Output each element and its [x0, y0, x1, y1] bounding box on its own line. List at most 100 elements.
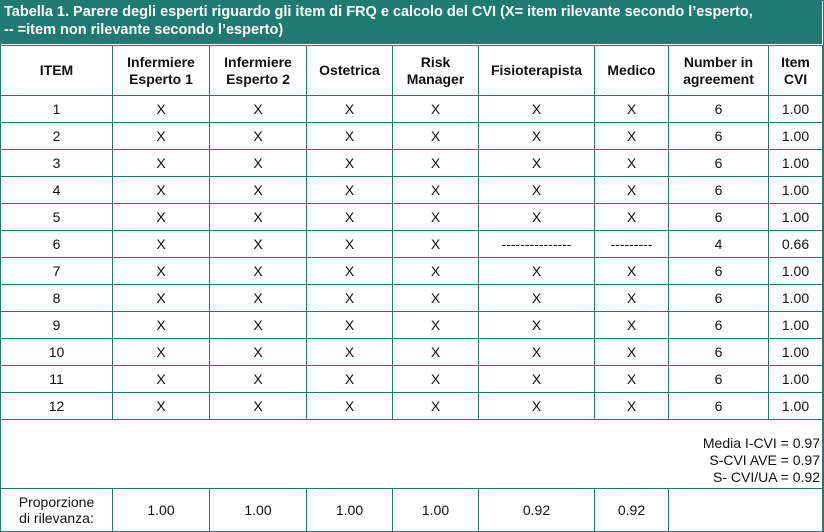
table-cell: 3	[0, 149, 113, 177]
table-row: 7 X X X X X X 6 1.00	[0, 257, 823, 285]
table-cell: 6	[668, 311, 769, 339]
table-cell: X	[392, 392, 479, 420]
table-cell: X	[478, 203, 595, 231]
table-cell: X	[478, 365, 595, 393]
table-cell: 1.00	[768, 284, 823, 312]
table-cell: 12	[0, 392, 113, 420]
table-cell: 1.00	[768, 338, 823, 366]
column-header-line-2: agreement	[683, 70, 754, 87]
table-cell: 1.00	[768, 257, 823, 285]
table-cell: X	[594, 122, 669, 150]
item-rows: 1 X X X X X X 6 1.00 2 X X X X X X 6 1.00 3 X X X X X X 6 1.00 4 X X X…	[0, 95, 823, 420]
table-cell: X	[306, 284, 393, 312]
table-cell: 1.00	[768, 176, 823, 204]
table-row: 11 X X X X X X 6 1.00	[0, 365, 823, 393]
table-cell: 6	[668, 392, 769, 420]
column-header: Infermiere Esperto 2	[209, 45, 307, 96]
table-cell: 1.00	[768, 392, 823, 420]
table-cell: 6	[668, 365, 769, 393]
table-row: 10 X X X X X X 6 1.00	[0, 338, 823, 366]
table-cell: X	[478, 149, 595, 177]
table-cell: X	[306, 176, 393, 204]
table-cell: 9	[0, 311, 113, 339]
table-cell: X	[112, 257, 210, 285]
cvi-table: ITEM Infermiere Esperto 1 Infermiere Esperto…	[0, 45, 823, 532]
table-cell: X	[306, 392, 393, 420]
table-cell: X	[594, 392, 669, 420]
table-cell: X	[392, 257, 479, 285]
table-cell: X	[392, 284, 479, 312]
summary-row: Media I-CVI = 0.97 S-CVI AVE = 0.97 S- C…	[0, 419, 823, 489]
column-header-line-2: CVI	[783, 70, 808, 87]
table-cell: X	[209, 392, 307, 420]
column-header: Medico	[594, 45, 669, 96]
column-header-line-1: Number in	[683, 53, 754, 70]
table-cell: 6	[668, 203, 769, 231]
table-cell: X	[112, 149, 210, 177]
table-cell: 1.00	[768, 203, 823, 231]
table-cell: X	[392, 311, 479, 339]
table-cell: 4	[0, 176, 113, 204]
table-cell: X	[478, 311, 595, 339]
table-cell: X	[478, 392, 595, 420]
column-header-line-1: Infermiere	[127, 53, 195, 70]
table-cell: 6	[668, 284, 769, 312]
table-cell: ---------------	[478, 230, 595, 258]
table-cell: X	[594, 149, 669, 177]
column-header: Number in agreement	[668, 45, 769, 96]
caption-line-1: Tabella 1. Parere degli esperti riguardo…	[4, 4, 753, 20]
table-cell: X	[112, 95, 210, 123]
proportion-value: 1.00	[112, 488, 210, 532]
column-header-line-1: Fisioterapista	[490, 62, 583, 78]
table-cell: X	[306, 95, 393, 123]
table-row: 8 X X X X X X 6 1.00	[0, 284, 823, 312]
column-header-line-1: Ostetrica	[319, 62, 380, 78]
column-header-line-1: Infermiere	[224, 53, 292, 70]
table-cell: X	[209, 149, 307, 177]
table-cell: X	[306, 122, 393, 150]
table-cell: 11	[0, 365, 113, 393]
table-cell: X	[209, 311, 307, 339]
table-row: 1 X X X X X X 6 1.00	[0, 95, 823, 123]
proportion-label-line-2: di rilevanza:	[19, 510, 94, 526]
table-cell: X	[306, 257, 393, 285]
table-cell: 6	[668, 176, 769, 204]
table-cell: X	[594, 95, 669, 123]
table-row: 6 X X X X --------------- --------- 4 0.66	[0, 230, 823, 258]
table-row: 3 X X X X X X 6 1.00	[0, 149, 823, 177]
header-row: ITEM Infermiere Esperto 1 Infermiere Esperto…	[0, 45, 823, 96]
table-cell: X	[478, 284, 595, 312]
table-cell: X	[306, 230, 393, 258]
table-cell: X	[306, 365, 393, 393]
table-cell: 6	[668, 122, 769, 150]
table-row: 9 X X X X X X 6 1.00	[0, 311, 823, 339]
table-cell: X	[112, 176, 210, 204]
table-cell: X	[478, 338, 595, 366]
column-header-line-2: Esperto 2	[226, 70, 290, 87]
table-cell: X	[594, 284, 669, 312]
table-cell: X	[209, 122, 307, 150]
table-cell: X	[306, 338, 393, 366]
table-cell: X	[112, 230, 210, 258]
scvi-ua: S- CVI/UA = 0.92	[713, 469, 820, 485]
table-cell: 2	[0, 122, 113, 150]
table-row: 2 X X X X X X 6 1.00	[0, 122, 823, 150]
table-row: 5 X X X X X X 6 1.00	[0, 203, 823, 231]
table-cell: X	[209, 176, 307, 204]
proportion-label-line-1: Proporzione	[18, 494, 95, 510]
table-cell: X	[478, 176, 595, 204]
proportion-value: 0.92	[594, 488, 669, 532]
column-header-line-2: Manager	[406, 70, 465, 87]
table-cell: 1.00	[768, 365, 823, 393]
table-cell: X	[112, 311, 210, 339]
table-row: 12 X X X X X X 6 1.00	[0, 392, 823, 420]
table-cell: X	[209, 338, 307, 366]
table-cell: X	[392, 122, 479, 150]
table-cell: X	[594, 311, 669, 339]
table-cell: 0.66	[768, 230, 823, 258]
table-cell: X	[306, 203, 393, 231]
summary-cell: Media I-CVI = 0.97 S-CVI AVE = 0.97 S- C…	[0, 419, 823, 489]
table-cell: X	[594, 176, 669, 204]
table-cell: 1.00	[768, 149, 823, 177]
table-cell: X	[478, 122, 595, 150]
